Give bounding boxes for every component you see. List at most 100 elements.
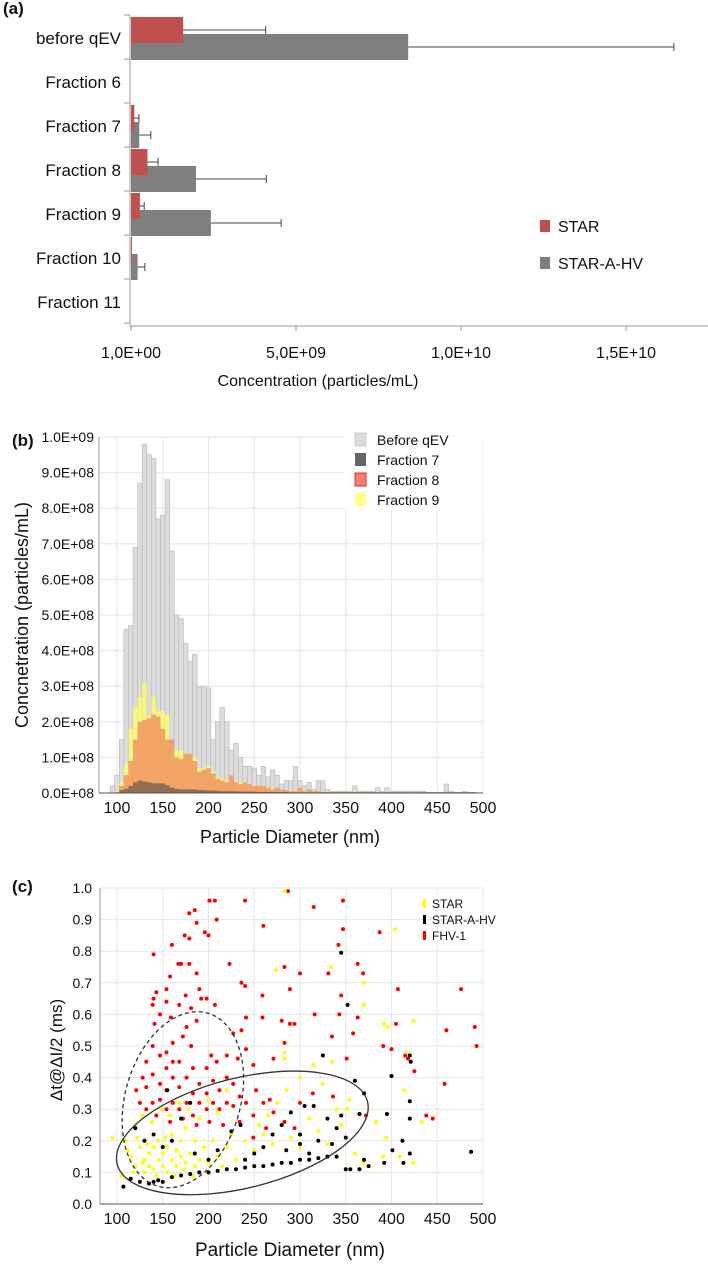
scatter-point-star-a-hv (279, 1123, 284, 1127)
scatter-point-fhv-1 (158, 1053, 163, 1058)
scatter-point-star (197, 1116, 202, 1121)
scatter-point-star (334, 1107, 339, 1112)
scatter-point-star (188, 1151, 193, 1156)
panel-a-bar-chart: (a) before qEV Fraction 6 Fraction 7 Fractio… (3, 0, 708, 390)
scatter-point-fhv-1 (221, 1123, 226, 1127)
scatter-point-fhv-1 (239, 1028, 244, 1033)
histogram-bar-fraction-7 (274, 791, 280, 793)
scatter-point-fhv-1 (164, 1050, 169, 1055)
annotation-ellipse-solid (115, 1070, 369, 1196)
scatter-point-fhv-1 (267, 1097, 272, 1102)
x-axis-title: Particle Diameter (nm) (195, 1240, 385, 1261)
category-label: Fraction 10 (36, 249, 121, 268)
scatter-point-star (160, 1164, 165, 1169)
histogram-bar-fraction-8 (233, 782, 239, 793)
scatter-point-star-a-hv (243, 1157, 248, 1162)
scatter-point-fhv-1 (286, 889, 291, 894)
scatter-point-star (160, 1151, 165, 1156)
histogram-bar-fraction-8 (183, 753, 188, 793)
scatter-point-star-a-hv (192, 1151, 197, 1156)
scatter-point-fhv-1 (271, 1110, 276, 1115)
histogram-bar-fraction-8 (114, 791, 120, 793)
histogram-bar-fraction-8 (155, 716, 161, 793)
x-tick-label: 250 (241, 1211, 268, 1228)
scatter-point-star-a-hv (339, 1113, 344, 1118)
scatter-point-fhv-1 (214, 1059, 219, 1064)
scatter-point-star (206, 1160, 211, 1165)
scatter-point-fhv-1 (217, 1088, 222, 1093)
scatter-point-fhv-1 (154, 990, 159, 995)
scatter-point-fhv-1 (199, 996, 204, 1001)
scatter-point-fhv-1 (204, 1066, 209, 1071)
scatter-point-star-a-hv (121, 1184, 126, 1189)
scatter-point-star-a-hv (188, 1171, 193, 1176)
scatter-point-star (137, 1145, 142, 1150)
legend-label: Fraction 7 (377, 452, 439, 468)
scatter-point-star (169, 1132, 174, 1137)
legend-swatch (355, 493, 366, 506)
scatter-point-fhv-1 (474, 1044, 479, 1048)
legend-label: STAR-A-HV (432, 913, 496, 927)
y-tick-label: 0.9 (73, 912, 93, 928)
scatter-point-star (224, 1088, 229, 1093)
histogram-bar-fraction-7 (155, 783, 161, 793)
scatter-point-star-a-hv (279, 1160, 284, 1165)
scatter-point-fhv-1 (177, 1085, 182, 1090)
scatter-point-fhv-1 (211, 1100, 216, 1105)
scatter-point-fhv-1 (244, 1047, 249, 1052)
scatter-point-star-a-hv (160, 1145, 165, 1150)
scatter-point-fhv-1 (151, 952, 156, 957)
legend-label: Fraction 8 (377, 472, 439, 488)
x-tick-label: 1,5E+10 (596, 345, 656, 362)
scatter-point-fhv-1 (251, 1062, 256, 1067)
bar-star-a-hv (131, 254, 138, 280)
scatter-point-star (149, 1119, 154, 1124)
scatter-point-fhv-1 (312, 1012, 317, 1017)
scatter-point-star (192, 1138, 197, 1143)
scatter-point-star-a-hv (362, 1157, 367, 1162)
x-tick-label: 450 (424, 800, 451, 817)
scatter-point-fhv-1 (224, 1100, 229, 1105)
category-label: Fraction 7 (45, 117, 121, 136)
bar-star (131, 17, 184, 43)
histogram-bar-fraction-8 (224, 782, 230, 793)
scatter-point-fhv-1 (244, 1015, 249, 1020)
histogram-bar-fraction-7 (160, 783, 166, 793)
scatter-point-star (243, 1138, 248, 1143)
histogram-bar-before-qev (320, 780, 326, 794)
histogram-bar-fraction-7 (279, 791, 284, 793)
scatter-point-star (131, 1170, 136, 1175)
scatter-point-fhv-1 (189, 1006, 194, 1011)
histogram-bar-fraction-7 (206, 790, 211, 793)
scatter-point-star-a-hv (238, 1123, 243, 1127)
histogram-bar-fraction-7 (197, 790, 202, 793)
scatter-point-fhv-1 (204, 1091, 209, 1096)
scatter-point-fhv-1 (194, 1018, 199, 1023)
histogram-bar-fraction-7 (233, 791, 239, 793)
scatter-point-star (274, 968, 279, 973)
scatter-point-star-a-hv (316, 1156, 321, 1161)
scatter-point-fhv-1 (298, 1100, 302, 1105)
scatter-point-fhv-1 (395, 987, 400, 992)
scatter-point-fhv-1 (459, 987, 464, 992)
scatter-point-fhv-1 (140, 1075, 145, 1080)
x-tick-label: 200 (195, 1211, 222, 1228)
scatter-point-fhv-1 (169, 942, 174, 947)
scatter-point-star (140, 1113, 145, 1118)
scatter-point-fhv-1 (282, 965, 287, 969)
scatter-point-star-a-hv (188, 1100, 193, 1105)
y-tick-label: 4.0E+08 (41, 643, 94, 659)
x-tick-label: 500 (470, 1211, 497, 1228)
scatter-point-fhv-1 (326, 971, 331, 976)
scatter-point-star-a-hv (128, 1176, 133, 1181)
x-tick-label: 200 (195, 800, 222, 817)
histogram-bar-fraction-7 (178, 789, 184, 793)
scatter-point-fhv-1 (292, 1126, 297, 1131)
scatter-point-fhv-1 (150, 1002, 155, 1007)
histogram-bar-fraction-7 (137, 780, 143, 793)
scatter-point-fhv-1 (472, 1025, 477, 1030)
scatter-point-fhv-1 (339, 993, 344, 998)
y-tick-label: 0.5 (73, 1038, 93, 1054)
scatter-point-star (381, 1154, 386, 1159)
scatter-point-fhv-1 (231, 1081, 236, 1086)
